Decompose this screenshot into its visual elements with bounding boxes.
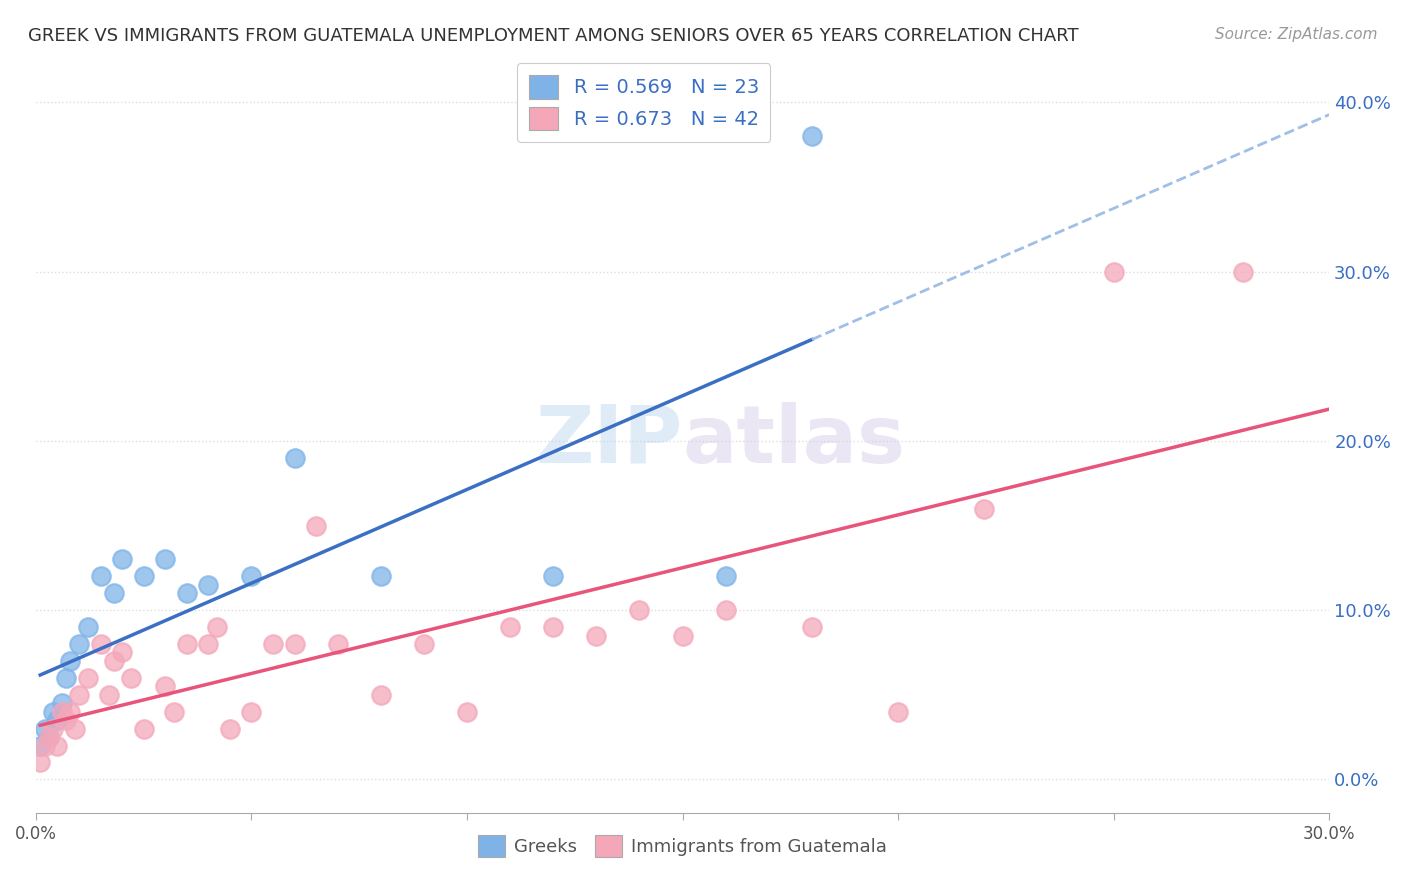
Point xyxy=(111,552,134,566)
Point xyxy=(98,688,121,702)
Point xyxy=(90,569,112,583)
Point xyxy=(163,705,186,719)
Point xyxy=(1102,265,1125,279)
Point xyxy=(219,722,242,736)
Point xyxy=(76,620,98,634)
Point xyxy=(585,628,607,642)
Point xyxy=(67,637,90,651)
Point xyxy=(714,603,737,617)
Text: Source: ZipAtlas.com: Source: ZipAtlas.com xyxy=(1215,27,1378,42)
Point xyxy=(51,696,73,710)
Point xyxy=(111,645,134,659)
Point xyxy=(1232,265,1254,279)
Point xyxy=(543,569,565,583)
Point xyxy=(30,739,52,753)
Point xyxy=(543,620,565,634)
Point xyxy=(120,671,142,685)
Point xyxy=(59,705,82,719)
Text: atlas: atlas xyxy=(682,402,905,480)
Point xyxy=(51,705,73,719)
Point xyxy=(628,603,651,617)
Point xyxy=(76,671,98,685)
Text: ZIP: ZIP xyxy=(536,402,682,480)
Point xyxy=(176,637,198,651)
Point xyxy=(800,129,823,144)
Point xyxy=(305,518,328,533)
Point xyxy=(197,578,219,592)
Point xyxy=(499,620,522,634)
Point xyxy=(413,637,436,651)
Point xyxy=(46,713,69,727)
Point xyxy=(42,705,65,719)
Point xyxy=(973,501,995,516)
Point xyxy=(67,688,90,702)
Point xyxy=(63,722,86,736)
Point xyxy=(34,722,56,736)
Point xyxy=(103,586,125,600)
Point xyxy=(55,671,77,685)
Point xyxy=(205,620,228,634)
Point xyxy=(456,705,478,719)
Point xyxy=(197,637,219,651)
Point xyxy=(240,569,263,583)
Point xyxy=(262,637,284,651)
Point xyxy=(155,679,177,693)
Point xyxy=(671,628,693,642)
Point xyxy=(155,552,177,566)
Point xyxy=(714,569,737,583)
Point xyxy=(800,620,823,634)
Point xyxy=(326,637,349,651)
Point xyxy=(132,569,155,583)
Point xyxy=(46,739,69,753)
Point xyxy=(887,705,910,719)
Point xyxy=(90,637,112,651)
Point xyxy=(55,713,77,727)
Text: GREEK VS IMMIGRANTS FROM GUATEMALA UNEMPLOYMENT AMONG SENIORS OVER 65 YEARS CORR: GREEK VS IMMIGRANTS FROM GUATEMALA UNEMP… xyxy=(28,27,1078,45)
Point xyxy=(59,654,82,668)
Point xyxy=(176,586,198,600)
Legend: Greeks, Immigrants from Guatemala: Greeks, Immigrants from Guatemala xyxy=(471,827,894,863)
Point xyxy=(34,739,56,753)
Point xyxy=(38,730,60,744)
Point xyxy=(370,688,392,702)
Point xyxy=(240,705,263,719)
Point xyxy=(284,450,307,465)
Point xyxy=(132,722,155,736)
Point xyxy=(42,722,65,736)
Point xyxy=(38,730,60,744)
Point xyxy=(30,756,52,770)
Point xyxy=(103,654,125,668)
Point xyxy=(370,569,392,583)
Point xyxy=(284,637,307,651)
